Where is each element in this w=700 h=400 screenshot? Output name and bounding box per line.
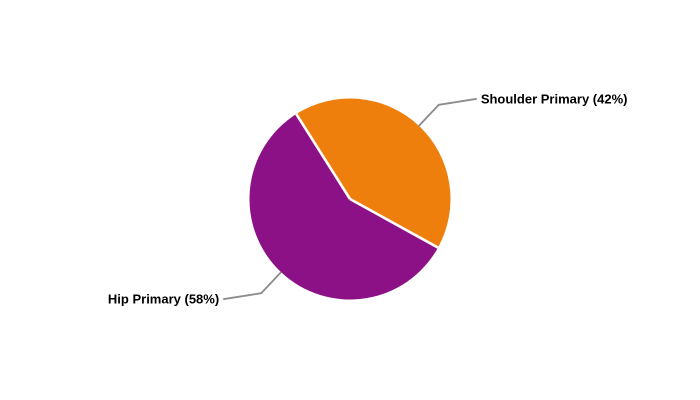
leader-line-hip-primary <box>223 271 282 301</box>
leader-line-shoulder-primary <box>418 97 477 127</box>
pie-label-hip-primary: Hip Primary (58%) <box>107 291 220 307</box>
pie-label-shoulder-primary: Shoulder Primary (42%) <box>480 91 628 107</box>
slice-separator <box>295 113 352 200</box>
pie-slice-hip-primary <box>249 114 438 300</box>
pie-slice-shoulder-primary <box>296 98 451 248</box>
slice-separator <box>349 197 439 249</box>
